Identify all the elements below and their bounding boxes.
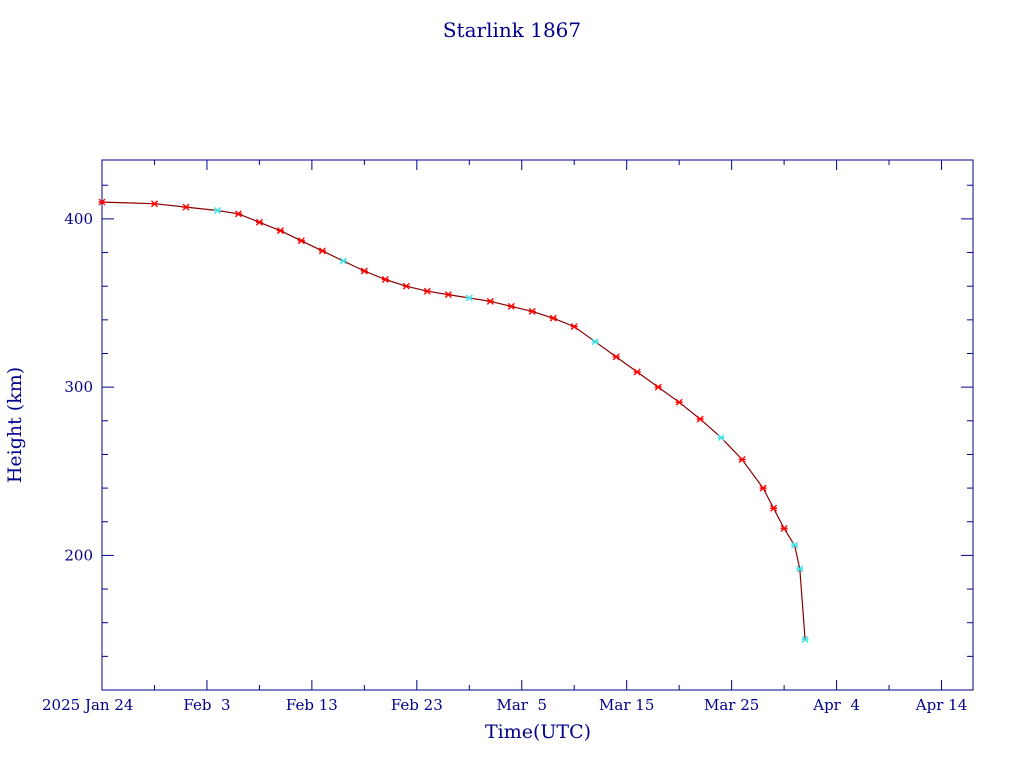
x-tick-label: Feb 13 (286, 696, 338, 714)
x-tick-label: Mar 25 (704, 696, 759, 714)
y-tick-labels: 200 300 400 (64, 210, 93, 565)
x-tick-label: 2025 Jan 24 (42, 696, 133, 714)
data-point (717, 434, 725, 442)
y-tick-label: 300 (64, 378, 93, 396)
x-tick-labels: 2025 Jan 24 Feb 3 Feb 13 Feb 23 Mar 5 Mar 15 M… (42, 696, 967, 714)
data-point (591, 338, 599, 346)
data-point (507, 302, 515, 310)
y-tick-label: 400 (64, 210, 93, 228)
data-point (801, 636, 809, 644)
plot-frame (101, 159, 974, 691)
x-tick-label: Apr 4 (812, 696, 860, 714)
data-point (234, 210, 242, 218)
axis-ticks (101, 160, 973, 691)
x-tick-label: Mar 15 (599, 696, 654, 714)
data-point (770, 504, 778, 512)
series-line (101, 201, 806, 640)
data-point (360, 267, 368, 275)
data-point (796, 565, 804, 573)
data-point (339, 257, 347, 265)
data-point (570, 323, 578, 331)
data-point (297, 237, 305, 245)
x-tick-label: Feb 3 (183, 696, 230, 714)
data-point (318, 247, 326, 255)
data-point (423, 287, 431, 295)
x-tick-label: Feb 23 (391, 696, 443, 714)
data-point (276, 227, 284, 235)
data-point (98, 198, 106, 206)
data-point (465, 294, 473, 302)
data-point (402, 282, 410, 290)
data-point (738, 455, 746, 463)
data-point (549, 314, 557, 322)
data-point (759, 484, 767, 492)
data-point (612, 353, 620, 361)
data-point (654, 383, 662, 391)
chart-title: Starlink 1867 (443, 18, 581, 42)
data-point (633, 368, 641, 376)
data-point (486, 297, 494, 305)
series-group (98, 198, 809, 644)
data-point (444, 291, 452, 299)
data-point (255, 218, 263, 226)
y-axis-title: Height (km) (4, 367, 26, 483)
data-point (675, 398, 683, 406)
data-point (213, 206, 221, 214)
data-point (780, 524, 788, 532)
data-point (381, 275, 389, 283)
data-point (182, 203, 190, 211)
x-axis-title: Time(UTC) (485, 721, 591, 743)
data-point (150, 200, 158, 208)
data-point (791, 541, 799, 549)
data-point (528, 307, 536, 315)
x-tick-label: Apr 14 (915, 696, 967, 714)
x-tick-label: Mar 5 (496, 696, 547, 714)
data-point (696, 415, 704, 423)
y-tick-label: 200 (64, 546, 93, 564)
